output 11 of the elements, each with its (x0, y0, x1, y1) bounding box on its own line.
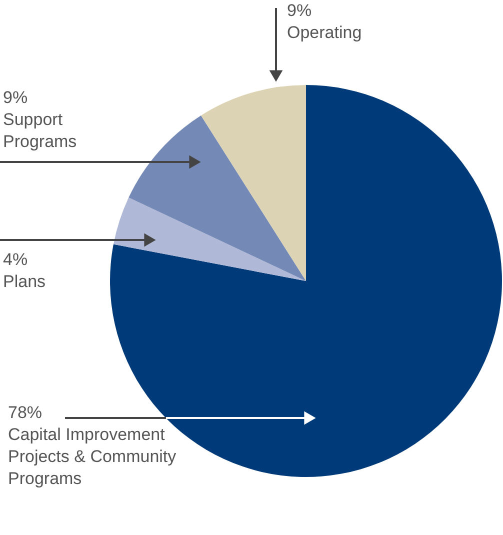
data-label: 9% (287, 1, 312, 20)
slice-label: Operating (287, 23, 362, 42)
slice-label: Plans (3, 272, 46, 291)
data-label: 78% (8, 403, 42, 422)
slice-label: Support Programs (3, 110, 77, 151)
data-label: 4% (3, 250, 28, 269)
pie-slice (200, 85, 306, 281)
pie-slice (113, 198, 306, 281)
pie-slice (128, 116, 306, 281)
slice-label: Capital Improvement Projects & Community Programs (8, 425, 177, 488)
data-label: 9% (3, 88, 28, 107)
